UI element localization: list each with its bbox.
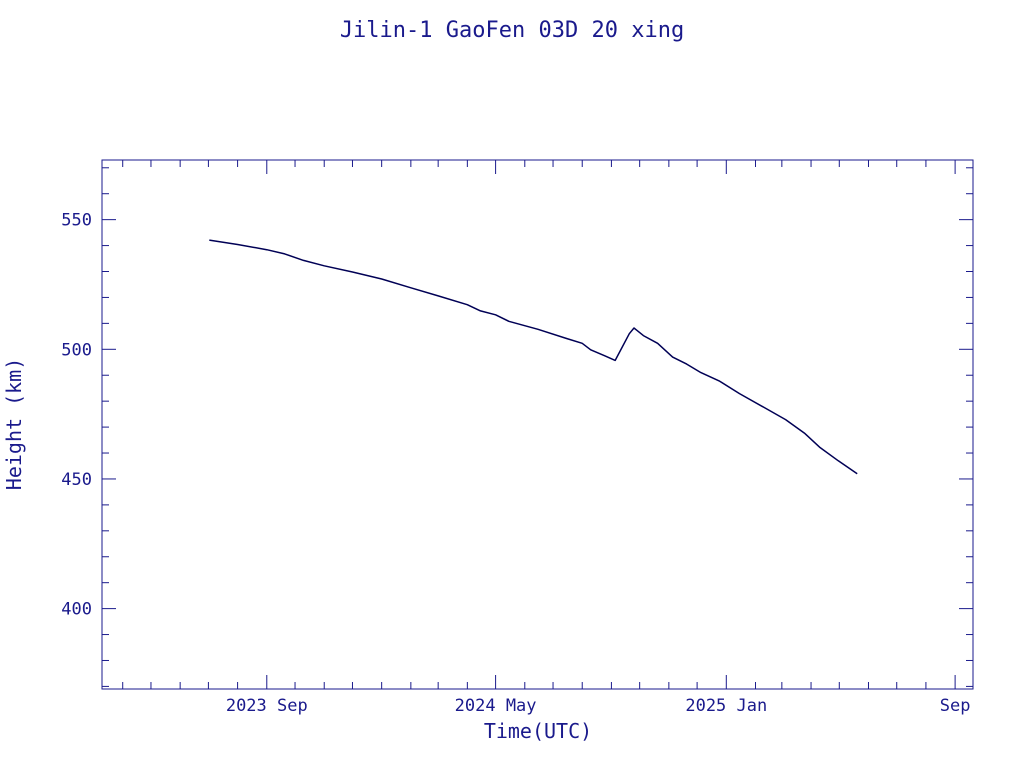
axis-ticks	[102, 160, 973, 689]
y-tick-label: 500	[61, 340, 92, 360]
x-tick-label: 2024 May	[455, 696, 537, 716]
series-line	[209, 239, 858, 475]
plot-frame	[101, 159, 974, 690]
y-tick-label: 400	[61, 600, 92, 620]
x-axis-label: Time(UTC)	[484, 719, 592, 743]
y-axis-label: Height (km)	[2, 358, 26, 490]
chart-title: Jilin-1 GaoFen 03D 20 xing	[340, 18, 684, 43]
x-tick-label: 2023 Sep	[226, 696, 308, 716]
tick-labels: 400 450 500 550 2023 Sep 2024 May 2025 Jan Sep	[61, 211, 970, 716]
y-tick-label: 550	[61, 211, 92, 231]
x-tick-label: 2025 Jan	[685, 696, 767, 716]
x-tick-label: Sep	[940, 696, 971, 716]
y-tick-label: 450	[61, 470, 92, 490]
